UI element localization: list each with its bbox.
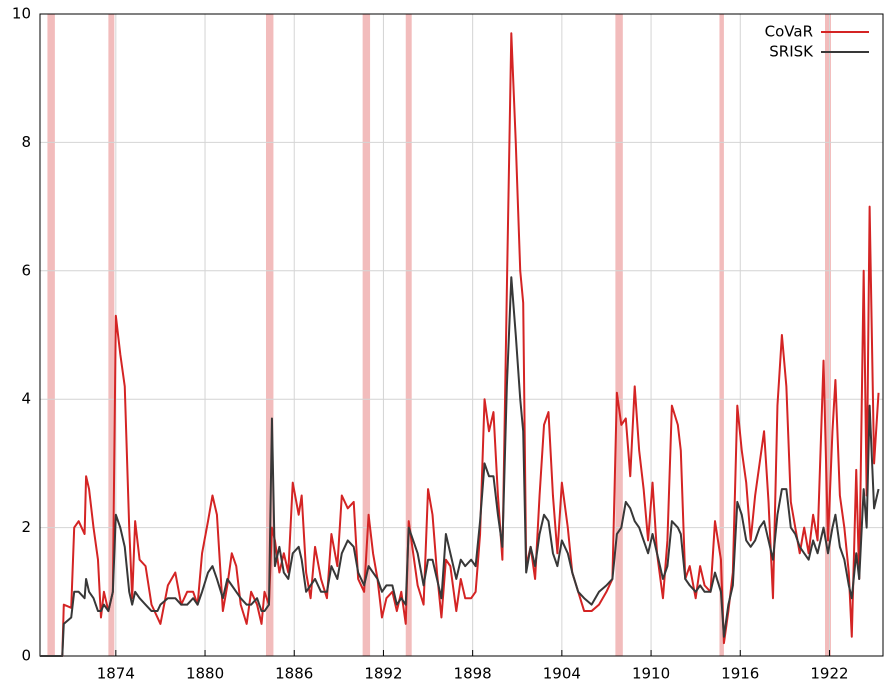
y-tick-label: 0 [21,647,31,665]
x-tick-label: 1904 [543,665,581,683]
y-tick-label: 10 [12,5,31,23]
shaded-period [615,14,623,656]
x-tick-label: 1874 [97,665,135,683]
shaded-period [719,14,724,656]
y-tick-label: 6 [21,261,31,279]
shaded-period [405,14,412,656]
x-tick-label: 1880 [186,665,224,683]
shaded-period [825,14,831,656]
x-tick-label: 1922 [810,665,848,683]
x-tick-label: 1886 [275,665,313,683]
y-tick-label: 4 [21,390,31,408]
shaded-period [362,14,371,656]
x-tick-label: 1892 [364,665,402,683]
x-tick-label: 1916 [721,665,759,683]
legend-label: CoVaR [765,23,813,41]
y-tick-label: 8 [21,133,31,151]
x-tick-label: 1898 [454,665,492,683]
y-tick-label: 2 [21,518,31,536]
series-line [40,276,880,657]
shaded-period [265,14,274,656]
shaded-period [108,14,115,656]
shaded-period [47,14,55,656]
legend-label: SRISK [769,43,814,61]
series-line [40,32,880,657]
x-tick-label: 1910 [632,665,670,683]
plot-frame [39,13,884,657]
